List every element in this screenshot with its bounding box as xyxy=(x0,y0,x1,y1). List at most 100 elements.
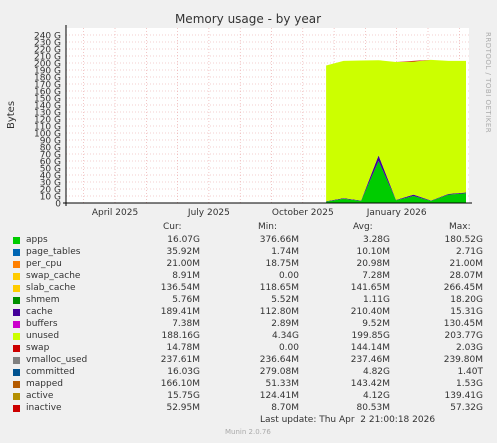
legend-swatch xyxy=(13,261,20,268)
legend-value-max: 57.32G xyxy=(450,403,483,413)
legend-row-swap: swap 14.78M 0.00 144.14M 2.03G xyxy=(0,343,497,355)
x-tick-labels: April 2025 July 2025 October 2025 January 2… xyxy=(92,208,427,218)
y-tick-label: 110 G xyxy=(34,123,61,133)
legend-value-max: 239.80M xyxy=(443,355,483,365)
y-tick-label: 130 G xyxy=(34,109,61,119)
y-tick-label: 230 G xyxy=(34,39,61,49)
legend-series-name: committed xyxy=(26,367,75,377)
legend-swatch xyxy=(13,393,20,400)
legend-series-name: apps xyxy=(26,235,48,245)
legend-swatch xyxy=(13,357,20,364)
legend-row-buffers: buffers 7.38M 2.89M 9.52M 130.45M xyxy=(0,319,497,331)
legend-value-max: 2.71G xyxy=(455,247,483,257)
legend-value-avg: 144.14M xyxy=(350,343,390,353)
area-apps xyxy=(326,161,466,203)
legend-value-max: 28.07M xyxy=(449,271,483,281)
legend-series-name: buffers xyxy=(26,319,58,329)
legend-value-avg: 143.42M xyxy=(350,379,390,389)
legend-swatch xyxy=(13,321,20,328)
legend-value-avg: 20.98M xyxy=(356,259,390,269)
legend-series-name: shmem xyxy=(26,295,60,305)
legend-row-active: active 15.75G 124.41M 4.12G 139.41G xyxy=(0,391,497,403)
legend-value-max: 203.77G xyxy=(444,331,483,341)
y-tick-label: 160 G xyxy=(34,88,61,98)
legend-header-cur: Cur: xyxy=(163,222,182,232)
legend-value-avg: 4.82G xyxy=(362,367,390,377)
legend-value-min: 124.41M xyxy=(259,391,299,401)
legend-value-min: 0.00 xyxy=(278,271,299,281)
legend-value-max: 21.00M xyxy=(449,259,483,269)
legend-value-cur: 16.03G xyxy=(167,367,200,377)
legend-series-name: mapped xyxy=(26,379,63,389)
y-tick-label: 90 G xyxy=(40,137,61,147)
legend-row-apps: apps 16.07G 376.66M 3.28G 180.52G xyxy=(0,235,497,247)
legend-value-avg: 210.40M xyxy=(350,307,390,317)
data-areas xyxy=(326,59,466,203)
legend-row-per_cpu: per_cpu 21.00M 18.75M 20.98M 21.00M xyxy=(0,259,497,271)
rrdtool-credit: RRDTOOL / TOBI OETIKER xyxy=(484,32,492,134)
y-tick-label: 240 G xyxy=(34,32,61,42)
legend-swatch xyxy=(13,381,20,388)
legend-value-max: 180.52G xyxy=(444,235,483,245)
y-tick-label: 40 G xyxy=(40,172,61,182)
legend-series-name: vmalloc_used xyxy=(26,355,88,365)
legend-series-name: inactive xyxy=(26,403,62,413)
legend-swatch xyxy=(13,273,20,280)
legend-value-cur: 189.41M xyxy=(160,307,200,317)
legend-value-avg: 4.12G xyxy=(362,391,390,401)
legend-value-max: 1.40T xyxy=(457,367,483,377)
y-tick-label: 50 G xyxy=(40,165,61,175)
legend-value-min: 18.75M xyxy=(265,259,299,269)
legend-series-name: swap_cache xyxy=(26,271,81,281)
horizontal-grid xyxy=(66,34,469,197)
legend-swatch xyxy=(13,285,20,292)
legend-row-swap_cache: swap_cache 8.91M 0.00 7.28M 28.07M xyxy=(0,271,497,283)
legend-row-committed: committed 16.03G 279.08M 4.82G 1.40T xyxy=(0,367,497,379)
legend-header-avg: Avg: xyxy=(353,222,373,232)
legend-value-avg: 199.85G xyxy=(351,331,390,341)
legend-swatch xyxy=(13,333,20,340)
legend-value-min: 1.74M xyxy=(271,247,299,257)
y-tick-label: 70 G xyxy=(40,151,61,161)
y-tick-label: 210 G xyxy=(34,53,61,63)
legend-value-min: 4.34G xyxy=(271,331,299,341)
legend-value-avg: 141.65M xyxy=(350,283,390,293)
legend-value-max: 1.53G xyxy=(455,379,483,389)
chart-title: Memory usage - by year xyxy=(175,12,321,26)
y-tick-label: 10 G xyxy=(40,193,61,203)
y-tick-label: 180 G xyxy=(34,74,61,84)
legend-row-unused: unused 188.16G 4.34G 199.85G 203.77G xyxy=(0,331,497,343)
y-tick-label: 80 G xyxy=(40,144,61,154)
legend-series-name: swap xyxy=(26,343,50,353)
legend-value-avg: 80.53M xyxy=(356,403,390,413)
legend-value-max: 15.31G xyxy=(450,307,483,317)
legend-value-min: 5.52M xyxy=(271,295,299,305)
x-tick-label: July 2025 xyxy=(187,208,230,218)
y-tick-label: 150 G xyxy=(34,95,61,105)
legend-value-cur: 8.91M xyxy=(172,271,200,281)
munin-version: Munin 2.0.76 xyxy=(225,428,271,436)
legend-value-cur: 16.07G xyxy=(167,235,200,245)
y-tick-label: 120 G xyxy=(34,116,61,126)
legend-value-cur: 21.00M xyxy=(166,259,200,269)
legend-value-min: 279.08M xyxy=(259,367,299,377)
x-tick-label: January 2026 xyxy=(366,208,427,218)
legend-swatch xyxy=(13,297,20,304)
legend-value-min: 8.70M xyxy=(271,403,299,413)
legend-row-inactive: inactive 52.95M 8.70M 80.53M 57.32G xyxy=(0,403,497,415)
y-tick-label: 190 G xyxy=(34,67,61,77)
legend-series-name: per_cpu xyxy=(26,259,62,269)
legend-value-min: 236.64M xyxy=(259,355,299,365)
legend-value-min: 376.66M xyxy=(259,235,299,245)
legend-value-min: 51.33M xyxy=(265,379,299,389)
legend-value-avg: 7.28M xyxy=(362,271,390,281)
x-tick-label: April 2025 xyxy=(92,208,138,218)
legend-value-cur: 7.38M xyxy=(172,319,200,329)
legend-value-cur: 52.95M xyxy=(166,403,200,413)
y-tick-label: 20 G xyxy=(40,186,61,196)
y-tick-label: 0 xyxy=(55,200,61,210)
legend-row-shmem: shmem 5.76M 5.52M 1.11G 18.20G xyxy=(0,295,497,307)
legend-value-min: 112.80M xyxy=(259,307,299,317)
legend-row-cache: cache 189.41M 112.80M 210.40M 15.31G xyxy=(0,307,497,319)
